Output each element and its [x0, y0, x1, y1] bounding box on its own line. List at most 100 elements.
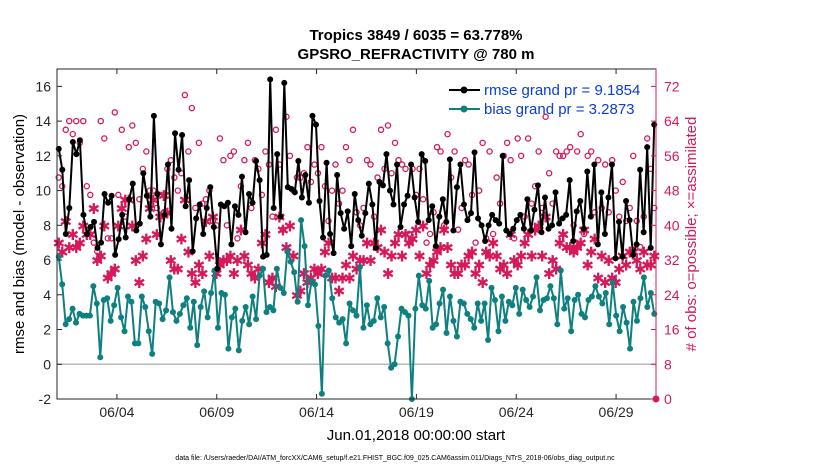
assimilated-point: ✱ [543, 265, 556, 283]
chart-subtitle: GPSRO_REFRACTIVITY @ 780 m [298, 46, 535, 63]
possible-point [132, 139, 140, 147]
possible-point [433, 143, 441, 151]
assimilated-point: ✱ [525, 248, 538, 266]
possible-point [486, 148, 493, 155]
assimilated-point: ✱ [238, 248, 251, 266]
bias-point [592, 283, 599, 290]
assimilated-point: ✱ [462, 248, 475, 266]
bias-point [124, 293, 131, 300]
bias-point [363, 302, 370, 309]
rmse-point [203, 204, 210, 211]
assimilated-point: ✱ [508, 252, 521, 270]
assimilated-point: ✱ [224, 248, 237, 266]
possible-point [153, 204, 161, 212]
assimilated-point: ✱ [413, 248, 426, 266]
rmse-point [327, 231, 334, 237]
assimilated-point: ✱ [490, 248, 503, 266]
assimilated-point: ✱ [410, 222, 423, 240]
assimilated-point: ✱ [403, 235, 416, 253]
assimilated-point: ✱ [574, 235, 587, 253]
possible-point [451, 148, 458, 155]
bias-point [280, 290, 287, 297]
possible-point [643, 135, 651, 142]
rmse-point [372, 244, 379, 251]
bias-point [453, 333, 460, 340]
assimilated-point: ✱ [501, 265, 514, 283]
bias-point [114, 284, 121, 291]
bias-point [256, 272, 263, 279]
bias-point [533, 274, 540, 281]
assimilated-point: ✱ [473, 256, 486, 274]
assimilated-point: ✱ [476, 274, 489, 292]
rmse-point [175, 166, 182, 173]
assimilated-point: ✱ [637, 243, 650, 261]
bias-point [187, 324, 194, 331]
bias-point [277, 284, 284, 291]
assimilated-point: ✱ [592, 269, 605, 287]
rmse-point [295, 158, 302, 165]
rmse-line [57, 78, 656, 270]
assimilated-point: ✱ [392, 226, 405, 244]
rmse-point [231, 203, 238, 210]
assimilated-point: ✱ [494, 261, 507, 279]
bias-point [426, 277, 433, 284]
bias-point [547, 283, 554, 290]
y2-tick-label: 48 [664, 183, 680, 199]
rmse-point [369, 201, 376, 208]
bias-point [443, 330, 450, 336]
assimilated-point: ✱ [319, 243, 332, 261]
possible-point [384, 122, 392, 129]
bias-point [523, 297, 530, 303]
possible-point [129, 122, 136, 129]
assimilated-point: ✱ [483, 248, 496, 266]
assimilated-point: ✱ [641, 256, 654, 274]
bias-point [353, 312, 360, 319]
bias-point [360, 324, 367, 331]
chart-title: Tropics 3849 / 6035 = 63.778% [309, 27, 522, 44]
rmse-point [249, 199, 256, 206]
rmse-point [394, 161, 401, 168]
y2-origin-marker [652, 395, 660, 403]
rmse-point [365, 180, 372, 187]
possible-point [573, 148, 581, 155]
possible-point [174, 187, 182, 194]
bias-point [201, 288, 208, 295]
bias-point [149, 350, 156, 357]
possible-point [587, 148, 595, 155]
bias-point [595, 293, 602, 300]
rmse-point [482, 237, 489, 244]
possible-point [220, 156, 227, 164]
assimilated-point: ✱ [396, 248, 409, 266]
rmse-point [418, 151, 425, 158]
assimilated-point: ✱ [231, 252, 244, 270]
bias-point [325, 267, 332, 274]
bias-point [640, 274, 647, 281]
y-tick-label: 2 [43, 322, 51, 338]
assimilated-point: ✱ [70, 239, 83, 257]
assimilated-point: ✱ [567, 243, 580, 261]
possible-point [227, 152, 234, 160]
rmse-point [298, 194, 305, 201]
possible-point [101, 135, 108, 142]
assimilated-point: ✱ [613, 261, 626, 279]
bias-point [405, 312, 412, 319]
rmse-point [538, 229, 545, 236]
assimilated-point: ✱ [228, 265, 241, 283]
assimilated-point: ✱ [165, 252, 178, 270]
bias-point [422, 305, 429, 312]
bias-point [173, 317, 180, 324]
rmse-point [460, 201, 467, 208]
rmse-point [591, 161, 598, 168]
assimilated-point: ✱ [487, 235, 500, 253]
bias-point [498, 293, 505, 300]
assimilated-point: ✱ [497, 256, 510, 274]
rmse-point [337, 210, 344, 217]
assimilated-point: ✱ [399, 226, 412, 244]
assimilated-point: ✱ [602, 252, 615, 270]
bias-point [620, 303, 627, 310]
possible-point [55, 174, 63, 181]
rmse-point [580, 225, 587, 232]
possible-point [423, 239, 430, 246]
possible-point [517, 152, 525, 160]
possible-point [272, 126, 280, 134]
